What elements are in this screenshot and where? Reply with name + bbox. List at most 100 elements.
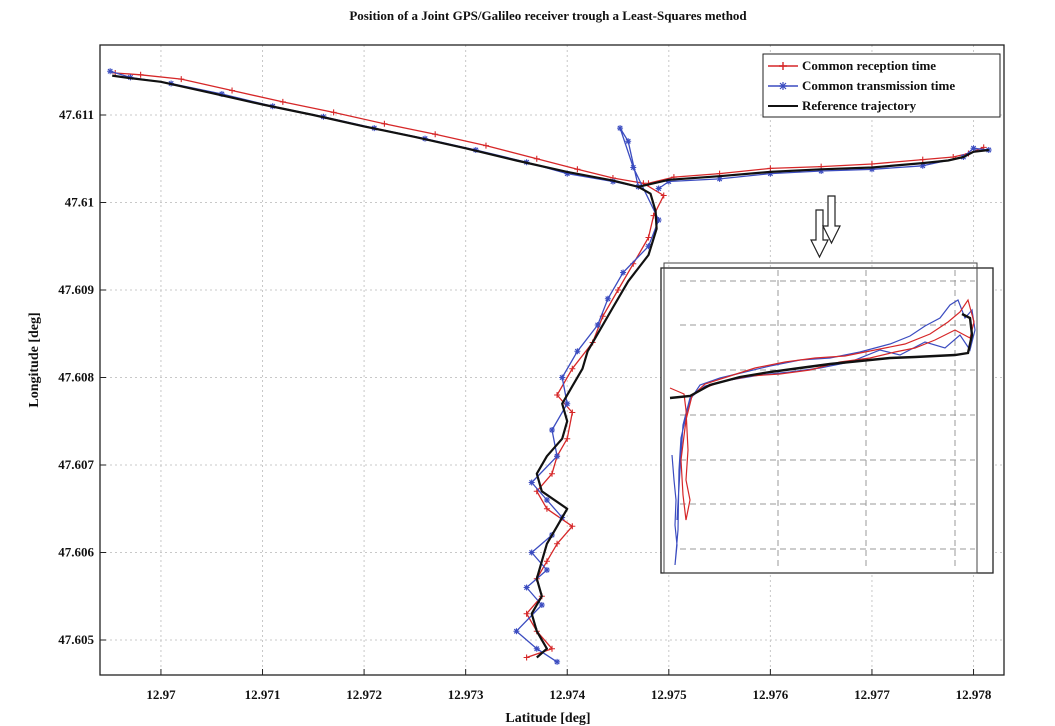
series-line	[658, 147, 989, 190]
data-point	[660, 192, 667, 199]
data-point	[615, 287, 622, 293]
data-point	[533, 645, 540, 652]
data-point	[655, 185, 662, 192]
data-point	[528, 479, 535, 486]
data-point	[569, 409, 576, 416]
x-tick-label: 12.978	[956, 687, 992, 702]
data-point	[868, 161, 875, 167]
data-point	[818, 168, 825, 174]
y-tick-labels: 47.605 47.606 47.607 47.608 47.609 47.61 47.61…	[58, 107, 94, 647]
series-reference-trajectory	[638, 148, 989, 188]
data-point	[330, 109, 337, 116]
data-point	[482, 142, 489, 149]
data-point	[617, 125, 624, 132]
data-point	[523, 654, 530, 661]
data-point	[229, 87, 236, 94]
legend-entry-reference: Reference trajectory	[768, 98, 917, 113]
data-point	[574, 166, 581, 173]
data-point	[543, 497, 550, 503]
data-point	[620, 269, 627, 276]
y-tick-label: 47.606	[58, 545, 94, 560]
series-layer	[107, 68, 992, 665]
data-point	[523, 584, 530, 591]
legend: Common reception time Common transmissio…	[762, 53, 1001, 118]
legend-label-reference: Reference trajectory	[802, 98, 917, 113]
data-point	[528, 549, 535, 556]
data-point	[107, 68, 114, 75]
data-point	[645, 234, 652, 241]
y-tick-label: 47.609	[58, 282, 94, 297]
data-point	[970, 145, 977, 152]
chart-title: Position of a Joint GPS/Galileo receiver…	[349, 8, 747, 23]
data-point	[137, 71, 144, 78]
data-point	[538, 602, 545, 608]
data-point	[767, 165, 774, 172]
data-point	[218, 91, 225, 97]
data-point	[554, 392, 561, 398]
series-line	[648, 146, 984, 184]
series-line	[112, 74, 658, 659]
data-point	[767, 170, 774, 177]
zoom-arrow-icon	[810, 195, 841, 259]
y-tick-label: 47.61	[65, 195, 94, 210]
data-point	[564, 170, 571, 177]
data-point	[554, 453, 561, 460]
data-point	[543, 558, 550, 565]
data-point	[564, 435, 571, 442]
x-tick-label: 12.973	[448, 687, 484, 702]
data-point	[564, 400, 571, 407]
data-point	[543, 567, 550, 573]
y-axis-label: Longitude [deg]	[27, 312, 42, 407]
series-line	[638, 148, 989, 188]
x-axis-label: Latitude [deg]	[505, 711, 590, 726]
x-tick-label: 12.97	[146, 687, 176, 702]
x-tick-label: 12.974	[549, 687, 585, 702]
data-point	[645, 243, 652, 250]
data-point	[543, 505, 550, 512]
data-point	[533, 155, 540, 162]
legend-label-transmission: Common transmission time	[802, 78, 955, 93]
x-tick-label: 12.977	[854, 687, 890, 702]
data-point	[919, 162, 926, 169]
y-tick-label: 47.605	[58, 632, 94, 647]
data-point	[569, 365, 576, 372]
zoom-inset	[660, 262, 994, 574]
data-point	[549, 645, 555, 652]
data-point	[630, 164, 637, 171]
y-tick-label: 47.607	[58, 457, 94, 472]
data-point	[665, 178, 672, 185]
x-tick-label: 12.972	[346, 687, 382, 702]
data-point	[513, 628, 520, 635]
x-tick-label: 12.971	[245, 687, 281, 702]
data-point	[549, 470, 555, 477]
data-point	[574, 348, 581, 355]
data-point	[604, 295, 611, 302]
y-tick-label: 47.608	[58, 370, 94, 385]
legend-entry-transmission: Common transmission time	[768, 78, 955, 93]
data-point	[655, 217, 662, 223]
legend-label-reception: Common reception time	[802, 58, 936, 73]
x-tick-label: 12.975	[651, 687, 687, 702]
data-point	[569, 523, 576, 530]
x-tick-label: 12.976	[753, 687, 789, 702]
data-point	[279, 98, 286, 105]
data-point	[549, 427, 555, 433]
data-point	[919, 156, 926, 163]
data-point	[381, 120, 388, 127]
y-tick-label: 47.611	[59, 107, 94, 122]
data-point	[554, 540, 561, 547]
data-point	[594, 322, 601, 328]
data-point	[559, 374, 566, 381]
legend-entry-reception: Common reception time	[768, 58, 936, 73]
data-point	[868, 166, 875, 173]
data-point	[178, 76, 185, 83]
series-reference-trajectory	[112, 74, 658, 659]
data-point	[523, 610, 530, 617]
data-point	[716, 175, 723, 182]
data-point	[625, 138, 632, 145]
data-point	[432, 131, 439, 138]
plot-frame	[99, 44, 1005, 676]
x-tick-labels: 12.97 12.971 12.972 12.973 12.974 12.975 12.97…	[146, 687, 992, 702]
data-point	[554, 658, 561, 665]
